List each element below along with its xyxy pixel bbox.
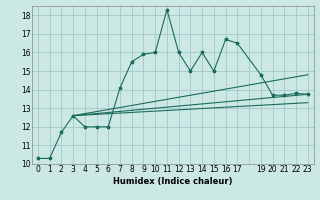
X-axis label: Humidex (Indice chaleur): Humidex (Indice chaleur) — [113, 177, 233, 186]
